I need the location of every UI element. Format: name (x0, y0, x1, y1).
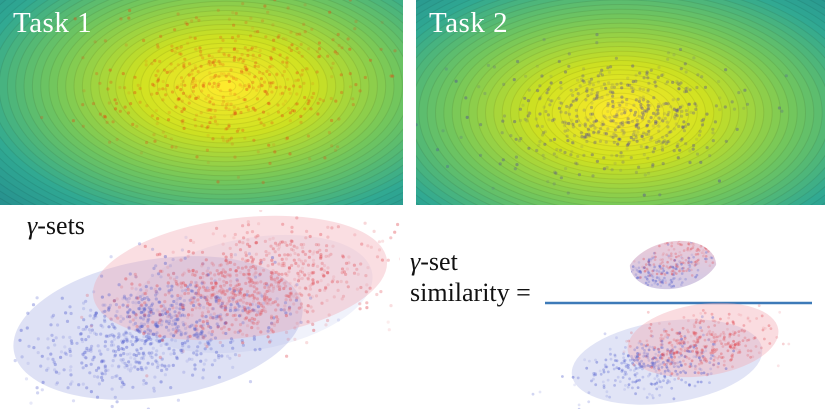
task1-label: Task 1 (13, 7, 93, 39)
gamma-sets-label: γ-sets (27, 211, 85, 240)
denominator-blue-ellipse (571, 319, 763, 405)
similarity-label-line1: γ-set (410, 247, 458, 276)
denominator-red-ellipse (627, 302, 779, 378)
similarity-label-line2: similarity = (410, 278, 531, 307)
gamma-sets-cluster-plot (13, 210, 400, 409)
blue-gamma-set-ellipse-faint (131, 234, 373, 354)
blue-gamma-set-ellipse (13, 256, 303, 400)
red-gamma-set-ellipse (92, 215, 388, 341)
task1-density-contour-plot (0, 0, 403, 205)
similarity-label: γ-set similarity = (410, 246, 531, 308)
similarity-fraction-graphic (531, 231, 812, 409)
task2-label: Task 2 (429, 7, 509, 39)
task2-density-contour-plot (416, 0, 825, 205)
